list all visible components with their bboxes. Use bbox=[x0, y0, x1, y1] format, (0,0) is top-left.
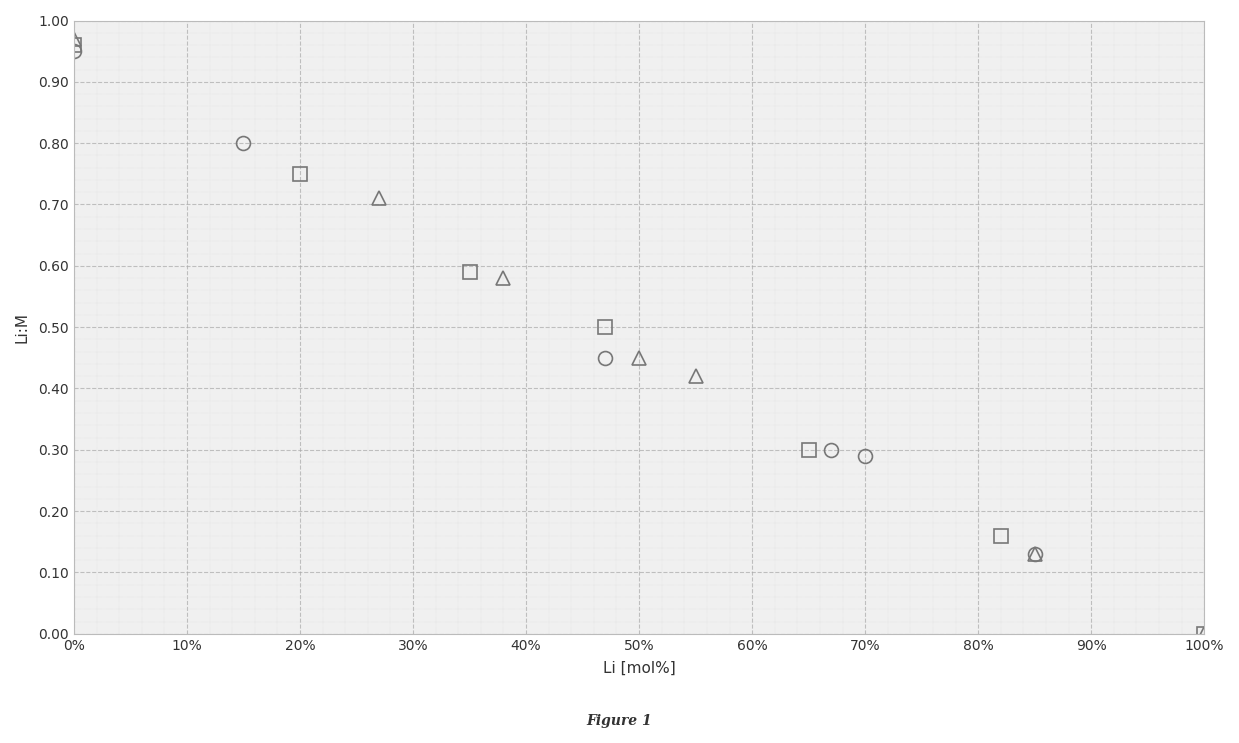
Y-axis label: Li:M: Li:M bbox=[15, 311, 30, 343]
X-axis label: Li [mol%]: Li [mol%] bbox=[602, 661, 675, 676]
Text: Figure 1: Figure 1 bbox=[587, 714, 652, 728]
